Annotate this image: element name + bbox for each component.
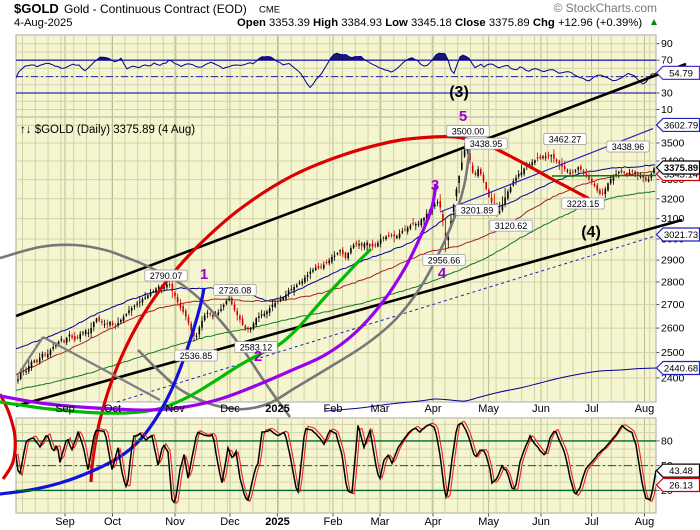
svg-text:(3): (3)	[449, 84, 469, 101]
svg-text:3: 3	[431, 177, 439, 194]
svg-text:2025: 2025	[265, 403, 289, 415]
svg-text:2: 2	[254, 348, 262, 365]
svg-text:2600: 2600	[661, 323, 685, 335]
svg-text:3343.14: 3343.14	[664, 170, 698, 181]
svg-text:May: May	[478, 516, 499, 528]
svg-text:Mar: Mar	[371, 403, 390, 415]
svg-text:Sep: Sep	[55, 516, 75, 528]
svg-text:Aug: Aug	[635, 403, 655, 415]
svg-text:3100: 3100	[661, 213, 685, 225]
svg-text:Jun: Jun	[532, 403, 550, 415]
svg-text:Jun: Jun	[532, 516, 550, 528]
svg-text:Jul: Jul	[585, 516, 599, 528]
svg-text:Dec: Dec	[220, 516, 240, 528]
svg-text:2500: 2500	[661, 347, 685, 359]
svg-text:$GOLD: $GOLD	[14, 1, 59, 16]
svg-text:3200: 3200	[661, 193, 685, 205]
svg-text:2900: 2900	[661, 255, 685, 267]
svg-text:2790.07: 2790.07	[150, 271, 183, 281]
svg-text:3120.62: 3120.62	[495, 221, 528, 231]
svg-text:Gold - Continuous Contract (EO: Gold - Continuous Contract (EOD)	[64, 2, 247, 16]
svg-text:CME: CME	[259, 5, 280, 16]
svg-text:Aug: Aug	[635, 516, 655, 528]
svg-text:10: 10	[661, 104, 673, 116]
svg-text:Nov: Nov	[165, 516, 185, 528]
svg-text:3201.89: 3201.89	[461, 206, 494, 216]
svg-text:43.48: 43.48	[669, 466, 693, 477]
svg-text:4-Aug-2025: 4-Aug-2025	[14, 17, 72, 29]
svg-text:Feb: Feb	[324, 516, 343, 528]
svg-text:2956.66: 2956.66	[428, 256, 461, 266]
svg-text:3462.27: 3462.27	[549, 135, 582, 145]
svg-text:3223.15: 3223.15	[567, 199, 600, 209]
svg-text:Feb: Feb	[324, 403, 343, 415]
svg-text:2440.68: 2440.68	[664, 364, 698, 375]
svg-text:5: 5	[459, 108, 467, 125]
svg-text:Nov: Nov	[165, 403, 185, 415]
svg-text:4: 4	[438, 265, 447, 282]
svg-text:© StockCharts.com: © StockCharts.com	[553, 1, 657, 15]
svg-text:3500: 3500	[661, 137, 685, 149]
svg-text:3500.00: 3500.00	[452, 127, 485, 137]
svg-text:3375.89: 3375.89	[664, 163, 698, 174]
svg-text:Sep: Sep	[55, 403, 75, 415]
svg-text:Apr: Apr	[424, 403, 441, 415]
svg-text:30: 30	[661, 88, 673, 100]
svg-text:3438.95: 3438.95	[470, 139, 503, 149]
svg-text:May: May	[478, 403, 499, 415]
svg-text:Mar: Mar	[371, 516, 390, 528]
svg-text:80: 80	[661, 435, 673, 447]
svg-text:Apr: Apr	[424, 516, 441, 528]
svg-text:(4): (4)	[581, 224, 601, 241]
svg-text:Open 3353.39 High 3384.93 Low: Open 3353.39 High 3384.93 Low 3345.18 Cl…	[237, 17, 642, 29]
svg-text:Dec: Dec	[220, 403, 240, 415]
svg-text:2726.08: 2726.08	[219, 286, 252, 296]
svg-text:26.13: 26.13	[669, 481, 693, 492]
svg-text:2583.12: 2583.12	[240, 343, 273, 353]
svg-text:3021.73: 3021.73	[664, 230, 698, 241]
svg-text:Oct: Oct	[104, 516, 121, 528]
svg-text:90: 90	[661, 38, 673, 50]
svg-text:1: 1	[200, 266, 208, 283]
svg-text:2800: 2800	[661, 276, 685, 288]
svg-text:2536.85: 2536.85	[180, 351, 213, 361]
svg-text:2025: 2025	[265, 516, 289, 528]
svg-text:3602.79: 3602.79	[664, 120, 698, 131]
svg-text:Oct: Oct	[104, 403, 121, 415]
svg-text:2700: 2700	[661, 299, 685, 311]
svg-text:2400: 2400	[661, 372, 685, 384]
svg-text:3438.96: 3438.96	[612, 142, 645, 152]
svg-text:70: 70	[661, 55, 673, 67]
svg-text:54.79: 54.79	[669, 68, 693, 79]
svg-text:↑↓ $GOLD (Daily) 3375.89 (4 Au: ↑↓ $GOLD (Daily) 3375.89 (4 Aug)	[20, 124, 195, 136]
svg-text:Jul: Jul	[585, 403, 599, 415]
